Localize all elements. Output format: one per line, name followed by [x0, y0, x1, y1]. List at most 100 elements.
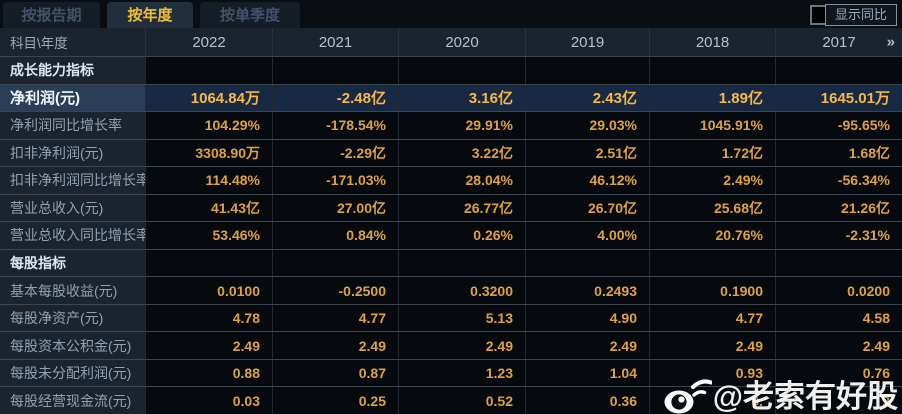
- value-cell: 2.49%: [649, 167, 775, 194]
- table-row[interactable]: 成长能力指标: [0, 57, 902, 85]
- tab-single-quarter[interactable]: 按单季度: [200, 2, 300, 28]
- table-row[interactable]: 每股资本公积金(元) 2.49 2.49 2.49 2.49 2.49 2.49: [0, 332, 902, 360]
- value-cell: -2.48亿: [272, 84, 398, 112]
- value-cell: 2.49: [775, 332, 902, 359]
- table-row[interactable]: 每股经营现金流(元) 0.03 0.25 0.52 0.36 0. 9: [0, 387, 902, 414]
- value-cell: 114.48%: [145, 167, 272, 194]
- row-label: 净利润同比增长率: [0, 112, 145, 139]
- value-cell: 0.3200: [398, 277, 525, 304]
- year-header-2017: 2017 »: [775, 28, 902, 56]
- value-cell: 2.51亿: [525, 139, 649, 167]
- year-header-2019: 2019: [525, 28, 649, 56]
- value-cell: 0.93: [649, 359, 775, 387]
- value-cell: [398, 249, 525, 277]
- value-cell: 3.16亿: [398, 84, 525, 112]
- value-cell: 20.76%: [649, 222, 775, 249]
- row-label: 每股指标: [0, 249, 145, 277]
- value-cell: -0.2500: [272, 277, 398, 304]
- value-cell: 29.91%: [398, 112, 525, 139]
- year-header-2020: 2020: [398, 28, 525, 56]
- value-cell: 0.: [649, 387, 775, 414]
- value-cell: 29.03%: [525, 112, 649, 139]
- value-cell: 0.76: [775, 359, 902, 387]
- value-cell: [272, 57, 398, 84]
- value-cell: [775, 57, 902, 84]
- table-body: 成长能力指标 净利润(元) 1064.84万 -2.48亿 3.16亿 2.43亿 1.89…: [0, 57, 902, 414]
- value-cell: [145, 57, 272, 84]
- value-cell: 0.36: [525, 387, 649, 414]
- value-cell: 0.52: [398, 387, 525, 414]
- row-label: 成长能力指标: [0, 57, 145, 84]
- value-cell: 1045.91%: [649, 112, 775, 139]
- value-cell: [272, 249, 398, 277]
- value-cell: 0.88: [145, 359, 272, 387]
- value-cell: 21.26亿: [775, 194, 902, 222]
- corner-header-cell: 科目\年度: [10, 36, 68, 51]
- row-label: 扣非净利润同比增长率: [0, 167, 145, 194]
- value-cell: 1.72亿: [649, 139, 775, 167]
- table-row[interactable]: 净利润同比增长率 104.29% -178.54% 29.91% 29.03% 1045.…: [0, 112, 902, 140]
- more-years-chevron-icon[interactable]: »: [886, 33, 895, 51]
- value-cell: 0.2493: [525, 277, 649, 304]
- value-cell: 2.49: [145, 332, 272, 359]
- table-row[interactable]: 每股未分配利润(元) 0.88 0.87 1.23 1.04 0.93 0.76: [0, 359, 902, 388]
- value-cell: 28.04%: [398, 167, 525, 194]
- value-cell: 3.22亿: [398, 139, 525, 167]
- value-cell: [649, 57, 775, 84]
- tab-annual[interactable]: 按年度: [107, 2, 193, 28]
- value-cell: 0.84%: [272, 222, 398, 249]
- value-cell: 1.23: [398, 359, 525, 387]
- value-cell: 4.78: [145, 304, 272, 332]
- year-header-2022: 2022: [145, 28, 272, 56]
- table-row[interactable]: 营业总收入同比增长率 53.46% 0.84% 0.26% 4.00% 20.76% -2.…: [0, 222, 902, 250]
- value-cell: [145, 249, 272, 277]
- value-cell: 9: [775, 387, 902, 414]
- row-label: 净利润(元): [0, 84, 145, 112]
- value-cell: 4.00%: [525, 222, 649, 249]
- value-cell: 0.0200: [775, 277, 902, 304]
- table-row[interactable]: 每股净资产(元) 4.78 4.77 5.13 4.90 4.77 4.58: [0, 304, 902, 333]
- value-cell: 1645.01万: [775, 84, 902, 112]
- value-cell: -171.03%: [272, 167, 398, 194]
- value-cell: 1.89亿: [649, 84, 775, 112]
- table-header-row: 科目\年度 2022 2021 2020 2019 2018 2017 »: [0, 28, 902, 57]
- value-cell: -178.54%: [272, 112, 398, 139]
- show-yoy-toggle-button[interactable]: 显示同比: [824, 4, 897, 26]
- value-cell: -56.34%: [775, 167, 902, 194]
- value-cell: -2.31%: [775, 222, 902, 249]
- value-cell: 46.12%: [525, 167, 649, 194]
- row-label: 每股净资产(元): [0, 304, 145, 332]
- value-cell: 0.0100: [145, 277, 272, 304]
- value-cell: 25.68亿: [649, 194, 775, 222]
- tab-report-period[interactable]: 按报告期: [3, 2, 100, 28]
- table-row[interactable]: 营业总收入(元) 41.43亿 27.00亿 26.77亿 26.70亿 25.68亿 21…: [0, 194, 902, 223]
- table-row[interactable]: 每股指标: [0, 249, 902, 278]
- value-cell: 0.87: [272, 359, 398, 387]
- value-cell: 1.68亿: [775, 139, 902, 167]
- table-row[interactable]: 扣非净利润(元) 3308.90万 -2.29亿 3.22亿 2.51亿 1.72亿 1.6…: [0, 139, 902, 168]
- table-row[interactable]: 扣非净利润同比增长率 114.48% -171.03% 28.04% 46.12% 2.4…: [0, 167, 902, 195]
- value-cell: 2.49: [525, 332, 649, 359]
- value-cell: 0.25: [272, 387, 398, 414]
- row-label: 每股资本公积金(元): [0, 332, 145, 359]
- value-cell: 0.1900: [649, 277, 775, 304]
- value-cell: [775, 249, 902, 277]
- value-cell: -95.65%: [775, 112, 902, 139]
- value-cell: 5.13: [398, 304, 525, 332]
- value-cell: 1064.84万: [145, 84, 272, 112]
- value-cell: 26.70亿: [525, 194, 649, 222]
- row-label: 营业总收入(元): [0, 194, 145, 222]
- row-label: 基本每股收益(元): [0, 277, 145, 304]
- value-cell: 27.00亿: [272, 194, 398, 222]
- value-cell: [525, 57, 649, 84]
- value-cell: 4.77: [272, 304, 398, 332]
- row-label: 营业总收入同比增长率: [0, 222, 145, 249]
- value-cell: 41.43亿: [145, 194, 272, 222]
- value-cell: 104.29%: [145, 112, 272, 139]
- row-label: 每股未分配利润(元): [0, 359, 145, 387]
- value-cell: 0.03: [145, 387, 272, 414]
- year-header-2017-label: 2017: [822, 33, 856, 51]
- table-row[interactable]: 净利润(元) 1064.84万 -2.48亿 3.16亿 2.43亿 1.89亿 1645.…: [0, 84, 902, 113]
- table-row[interactable]: 基本每股收益(元) 0.0100 -0.2500 0.3200 0.2493 0.1900…: [0, 277, 902, 305]
